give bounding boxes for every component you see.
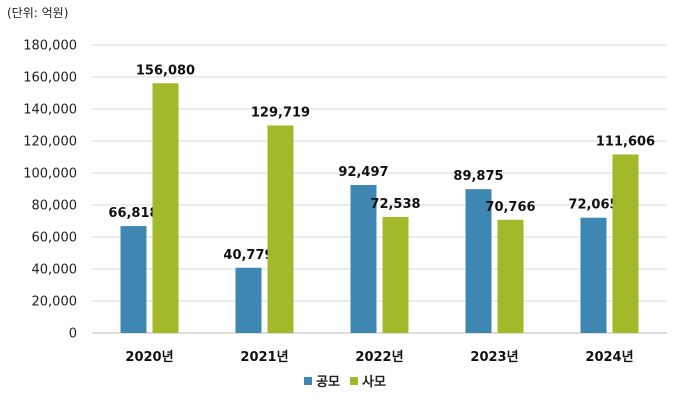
legend-item-private: 사모 (350, 371, 386, 390)
x-tick-label: 2021년 (240, 350, 288, 365)
legend-swatch-public (304, 376, 313, 385)
data-label: 92,497 (338, 165, 388, 180)
data-label: 111,606 (596, 134, 655, 149)
bar-private (382, 216, 409, 333)
data-label: 70,766 (485, 200, 535, 215)
legend-item-public: 공모 (304, 371, 340, 390)
data-label: 89,875 (453, 169, 503, 184)
bar-private (612, 154, 639, 333)
bar-public (580, 217, 607, 333)
data-label: 72,538 (370, 197, 420, 212)
legend-swatch-private (350, 376, 358, 385)
x-tick-label: 2022년 (355, 350, 403, 365)
x-tick-label: 2020년 (125, 350, 173, 365)
data-label: 66,818 (108, 206, 158, 221)
y-tick-label: 120,000 (23, 135, 77, 150)
y-tick-label: 0 (69, 327, 77, 342)
bar-private (497, 219, 524, 333)
y-tick-label: 160,000 (23, 71, 77, 86)
data-label: 72,065 (568, 198, 618, 213)
bar-private (152, 83, 179, 333)
bar-public (465, 189, 492, 333)
y-tick-label: 40,000 (32, 263, 78, 278)
legend-label-public: 공모 (316, 375, 340, 390)
y-tick-label: 100,000 (23, 167, 77, 182)
x-tick-label: 2023년 (470, 350, 518, 365)
y-tick-label: 140,000 (23, 103, 77, 118)
y-tick-label: 20,000 (32, 295, 78, 310)
data-label: 129,719 (251, 105, 310, 120)
y-tick-label: 180,000 (23, 39, 77, 54)
legend: 공모 사모 (0, 371, 690, 390)
y-tick-label: 80,000 (32, 199, 78, 214)
unit-label: (단위: 억원) (7, 6, 69, 20)
bar-public (235, 267, 262, 333)
data-label: 40,779 (223, 248, 273, 263)
bar-private (267, 125, 294, 333)
bar-public (120, 226, 147, 333)
data-label: 156,080 (136, 63, 195, 78)
bar-public (350, 185, 377, 333)
y-tick-label: 60,000 (32, 231, 78, 246)
x-tick-label: 2024년 (585, 350, 633, 365)
legend-label-private: 사모 (362, 375, 386, 390)
